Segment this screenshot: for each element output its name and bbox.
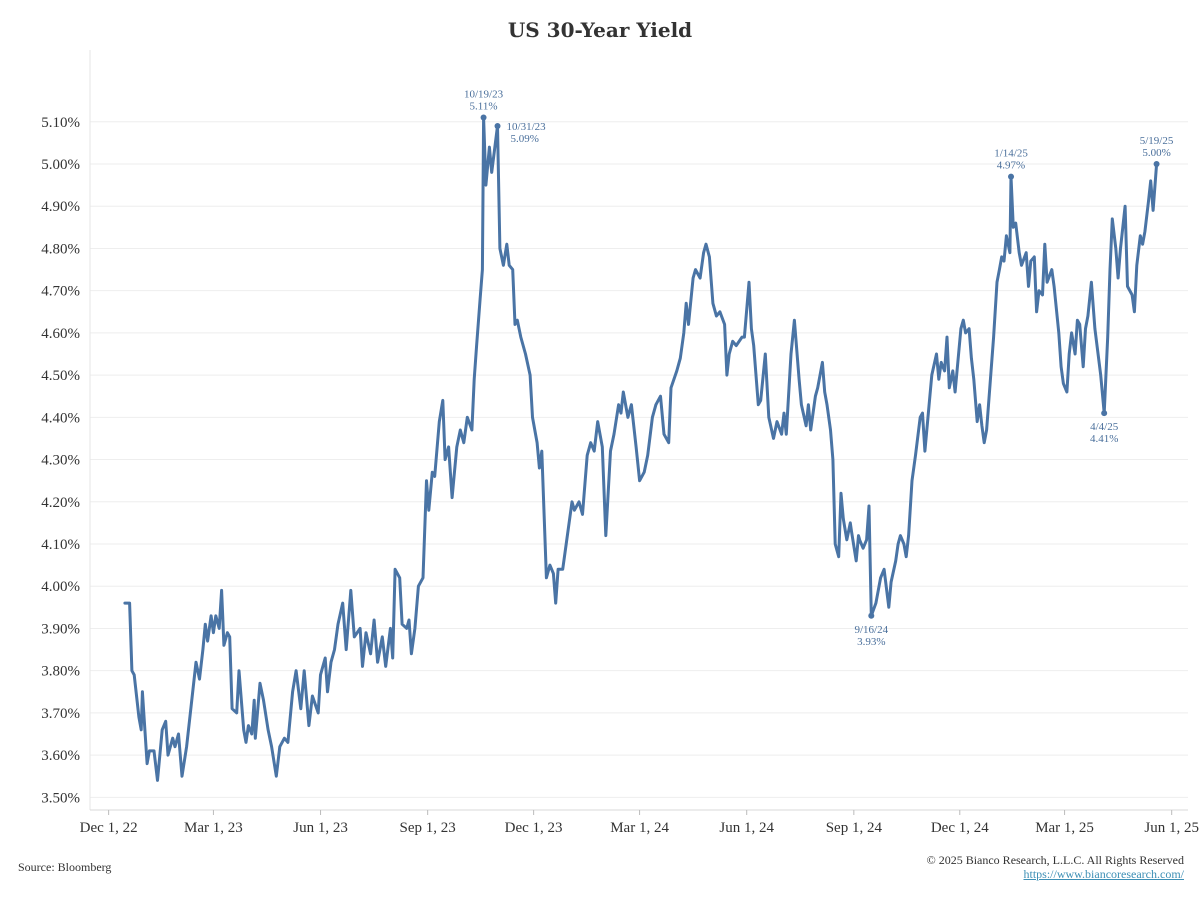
y-tick-label: 4.00% bbox=[41, 579, 80, 595]
y-axis-ticks: 3.50% 3.60% 3.70% 3.80% 3.90% 4.00% 4.10% 4.20%… bbox=[41, 115, 80, 807]
y-tick-label: 4.80% bbox=[41, 241, 80, 257]
gridlines bbox=[90, 121, 1188, 798]
y-tick-label: 4.90% bbox=[41, 199, 80, 215]
annotation-value: 5.09% bbox=[511, 133, 539, 145]
annotation-value: 5.11% bbox=[470, 101, 498, 113]
annotation-date: 9/16/24 bbox=[854, 624, 888, 636]
x-tick-label: Sep 1, 24 bbox=[826, 820, 883, 836]
y-tick-label: 3.60% bbox=[41, 748, 80, 764]
annotation-marker bbox=[868, 612, 875, 619]
annotation-date: 10/19/23 bbox=[464, 89, 504, 101]
x-tick-label: Dec 1, 23 bbox=[505, 820, 563, 836]
y-tick-label: 3.50% bbox=[41, 790, 80, 806]
annotation-marker bbox=[480, 114, 487, 121]
chart-title: US 30-Year Yield bbox=[508, 18, 692, 42]
website-link[interactable]: https://www.biancoresearch.com/ bbox=[1023, 867, 1184, 881]
annotations: 10/19/235.11% 10/31/235.09% 9/16/243.93% 1/… bbox=[464, 89, 1174, 648]
annotation-marker bbox=[494, 123, 501, 129]
copyright-block: © 2025 Bianco Research, L.L.C. All Right… bbox=[927, 853, 1184, 881]
x-tick-label: Jun 1, 25 bbox=[1144, 820, 1199, 836]
annotation-value: 4.41% bbox=[1090, 433, 1118, 445]
y-tick-label: 4.10% bbox=[41, 537, 80, 553]
source-note: Source: Bloomberg bbox=[18, 860, 112, 874]
y-tick-label: 3.80% bbox=[41, 664, 80, 680]
annotation-value: 5.00% bbox=[1142, 147, 1170, 159]
x-tick-label: Dec 1, 24 bbox=[931, 820, 989, 836]
axes bbox=[89, 50, 1188, 811]
copyright-text: © 2025 Bianco Research, L.L.C. All Right… bbox=[926, 853, 1184, 867]
annotation-date: 4/4/25 bbox=[1090, 421, 1119, 433]
x-tick-label: Jun 1, 23 bbox=[293, 820, 348, 836]
x-tick-label: Mar 1, 23 bbox=[184, 820, 243, 836]
yield-series bbox=[123, 116, 1159, 782]
x-tick-label: Mar 1, 25 bbox=[1035, 820, 1094, 836]
y-tick-label: 4.70% bbox=[41, 284, 80, 300]
y-tick-label: 5.10% bbox=[41, 115, 80, 131]
y-tick-label: 4.60% bbox=[41, 326, 80, 342]
y-tick-label: 4.40% bbox=[41, 410, 80, 426]
annotation-date: 1/14/25 bbox=[994, 148, 1028, 160]
y-tick-label: 4.50% bbox=[41, 368, 80, 384]
x-tick-label: Sep 1, 23 bbox=[400, 820, 456, 836]
annotation-marker bbox=[1008, 173, 1015, 180]
x-tick-label: Mar 1, 24 bbox=[610, 820, 669, 836]
annotation-marker bbox=[1101, 410, 1108, 417]
annotation-marker bbox=[1153, 161, 1160, 167]
x-axis-ticks: Dec 1, 22 Mar 1, 23 Jun 1, 23 Sep 1, 23 Dec … bbox=[80, 810, 1199, 836]
y-tick-label: 4.20% bbox=[41, 495, 80, 511]
y-tick-label: 4.30% bbox=[41, 453, 80, 469]
annotation-date: 10/31/23 bbox=[507, 121, 547, 133]
x-tick-label: Jun 1, 24 bbox=[719, 820, 774, 836]
y-tick-label: 3.70% bbox=[41, 706, 80, 722]
y-tick-label: 3.90% bbox=[41, 621, 80, 637]
y-tick-label: 5.00% bbox=[41, 157, 80, 173]
yield-line bbox=[123, 116, 1159, 782]
annotation-value: 4.97% bbox=[997, 160, 1025, 172]
annotation-value: 3.93% bbox=[857, 636, 885, 648]
x-tick-label: Dec 1, 22 bbox=[80, 820, 138, 836]
annotation-date: 5/19/25 bbox=[1140, 135, 1174, 147]
